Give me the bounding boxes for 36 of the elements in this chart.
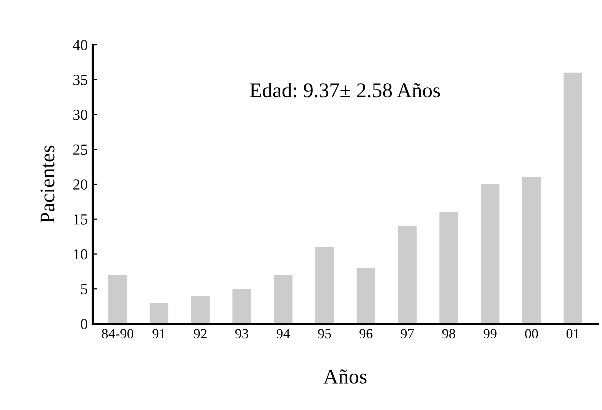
bar <box>440 212 458 324</box>
bar <box>108 275 128 324</box>
x-tick-label: 84-90 <box>102 329 134 339</box>
bar <box>398 226 417 324</box>
bar <box>191 296 210 324</box>
y-axis-title: Pacientes <box>40 146 55 224</box>
x-tick-label: 00 <box>525 329 538 339</box>
x-tick-label: 95 <box>318 329 332 339</box>
bar <box>481 184 500 324</box>
bar <box>232 289 252 324</box>
x-tick-label: 92 <box>194 329 207 339</box>
y-tick-label: 5 <box>81 284 88 295</box>
x-tick-label: 99 <box>484 329 497 339</box>
annotation: Edad: 9.37± 2.58 Años <box>250 82 440 98</box>
y-tick-label: 20 <box>74 180 88 190</box>
x-tick-label: 96 <box>360 329 373 339</box>
x-axis-title: Años <box>324 370 367 384</box>
y-tick-label: 40 <box>73 40 88 50</box>
bar <box>564 72 582 324</box>
x-tick-label: 91 <box>152 329 166 339</box>
y-tick-label: 15 <box>74 214 88 225</box>
bar <box>522 178 542 324</box>
x-tick-label: 98 <box>442 329 456 339</box>
bar <box>150 303 169 324</box>
y-tick-label: 0 <box>81 319 88 330</box>
y-tick-label: 10 <box>74 249 88 260</box>
y-tick-label: 30 <box>74 110 88 120</box>
y-tick-label: 35 <box>74 75 88 86</box>
x-tick-label: 97 <box>401 329 414 339</box>
bar <box>274 275 293 324</box>
x-tick-label: 01 <box>566 329 580 339</box>
x-tick-label: 94 <box>276 329 290 339</box>
x-tick-label: 93 <box>236 329 248 339</box>
y-tick-label: 25 <box>74 144 88 156</box>
bar <box>315 247 334 324</box>
bar <box>356 268 376 324</box>
